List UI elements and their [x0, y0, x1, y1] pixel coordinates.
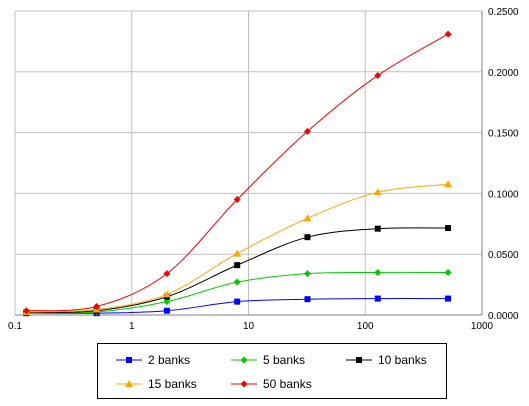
- legend-marker: [240, 356, 248, 364]
- data-point: [163, 298, 171, 306]
- data-point: [303, 127, 311, 135]
- data-point: [163, 307, 170, 314]
- x-tick-label: 10: [243, 321, 255, 332]
- series-line: [26, 33, 449, 312]
- data-point: [163, 270, 171, 278]
- y-tick-label: 0.0500: [488, 250, 519, 261]
- data-point: [233, 195, 241, 203]
- series-1: [22, 268, 452, 317]
- data-point: [234, 298, 241, 305]
- y-axis-ticks: 0.0000 0.0500 0.1000 0.1500 0.2000 0.2500: [488, 7, 519, 322]
- data-point: [445, 225, 452, 232]
- data-point: [304, 234, 311, 241]
- data-point: [373, 188, 382, 196]
- data-point: [374, 268, 382, 276]
- legend-swatch: [116, 380, 142, 387]
- data-point: [444, 180, 453, 188]
- series-line: [26, 183, 449, 313]
- chart-legend: 2 banks 5 banks 10 banks 15 banks 50 banks: [97, 343, 447, 399]
- x-axis-ticks: 0.1 1 10 100 1000: [8, 321, 494, 332]
- x-tick-label: 1000: [471, 321, 494, 332]
- series-line: [26, 271, 449, 314]
- data-point: [444, 268, 452, 276]
- data-point: [233, 249, 242, 257]
- chart-axes: [14, 10, 483, 316]
- data-point: [374, 71, 382, 79]
- legend-label: 15 banks: [148, 377, 197, 391]
- series-4: [22, 30, 452, 315]
- legend-swatch: [231, 356, 257, 364]
- chart-grid: [15, 11, 482, 315]
- chart-series: [22, 30, 453, 317]
- legend-swatch: [116, 357, 142, 363]
- legend-item: 50 banks: [231, 377, 312, 391]
- legend-item: 5 banks: [231, 353, 305, 367]
- data-point: [233, 278, 241, 286]
- legend-marker: [125, 380, 133, 387]
- y-tick-label: 0.2500: [488, 7, 519, 18]
- data-point: [162, 290, 171, 298]
- legend-marker: [126, 357, 132, 363]
- legend-swatch: [346, 357, 372, 363]
- data-point: [22, 307, 30, 315]
- series-0: [23, 295, 452, 317]
- x-tick-label: 100: [357, 321, 374, 332]
- y-tick-label: 0.2000: [488, 68, 519, 79]
- data-point: [304, 296, 311, 303]
- data-point: [374, 295, 381, 302]
- data-point: [303, 270, 311, 278]
- legend-label: 5 banks: [263, 353, 306, 367]
- legend-marker: [356, 357, 362, 363]
- legend-marker: [240, 380, 248, 388]
- y-tick-label: 0.1000: [488, 189, 519, 200]
- x-tick-label: 0.1: [8, 321, 22, 332]
- legend-label: 2 banks: [148, 353, 191, 367]
- data-point: [445, 295, 452, 302]
- data-point: [93, 302, 101, 310]
- y-tick-label: 0.1500: [488, 129, 519, 140]
- data-point: [374, 225, 381, 232]
- data-point: [303, 214, 312, 222]
- x-tick-label: 1: [129, 321, 135, 332]
- y-tick-label: 0.0000: [488, 311, 519, 322]
- legend-item: 15 banks: [116, 377, 197, 391]
- legend-swatch: [231, 380, 257, 388]
- legend-item: 2 banks: [116, 353, 190, 367]
- data-point: [444, 30, 452, 38]
- legend-label: 50 banks: [263, 377, 312, 391]
- legend-label: 10 banks: [378, 353, 427, 367]
- data-point: [234, 262, 241, 269]
- legend-item: 10 banks: [346, 353, 427, 367]
